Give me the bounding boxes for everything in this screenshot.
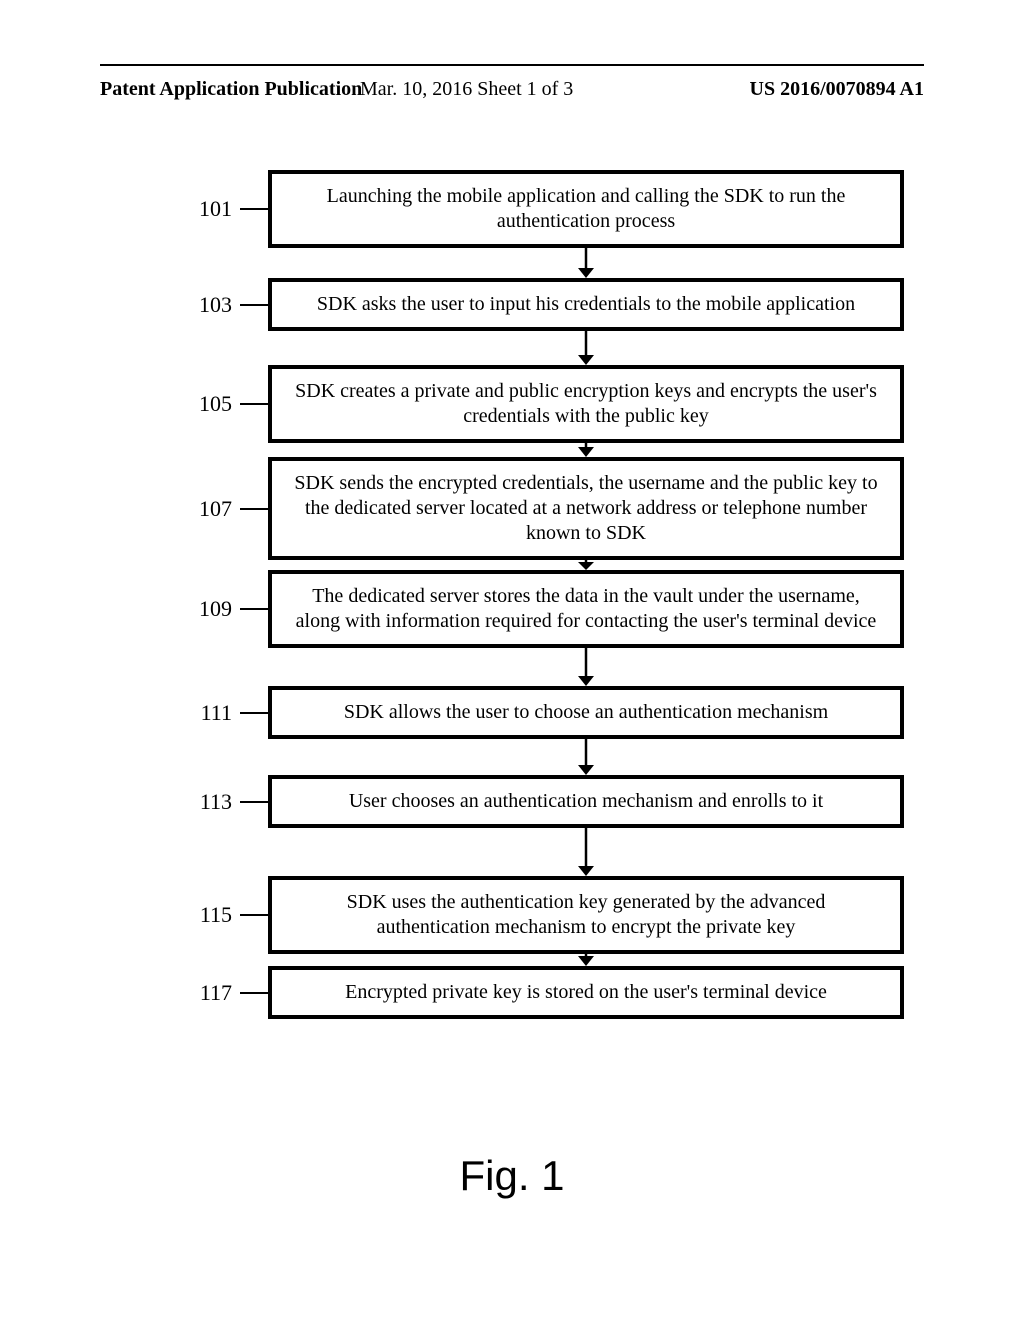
step-number: 107 [120,496,240,522]
flow-step: 107 SDK sends the encrypted credentials, … [120,457,904,560]
step-number: 105 [120,391,240,417]
flow-step: 115 SDK uses the authentication key gener… [120,876,904,954]
step-box: Launching the mobile application and cal… [268,170,904,248]
flow-arrow [120,954,904,966]
header-rule [100,64,924,66]
leader-line [240,208,268,210]
leader-line [240,608,268,610]
flow-arrow [120,248,904,278]
step-box: SDK allows the user to choose an authent… [268,686,904,739]
step-number: 113 [120,789,240,815]
page: Patent Application Publication Mar. 10, … [0,0,1024,1320]
flow-step: 109 The dedicated server stores the data … [120,570,904,648]
flow-step: 113 User chooses an authentication mechan… [120,775,904,828]
leader-line [240,403,268,405]
leader-line [240,801,268,803]
step-number: 109 [120,596,240,622]
step-number: 111 [120,700,240,726]
flow-arrow [120,739,904,775]
flow-arrow [120,560,904,570]
flow-arrow [120,828,904,876]
flow-step: 105 SDK creates a private and public encr… [120,365,904,443]
flow-arrow [120,331,904,365]
leader-line [240,508,268,510]
leader-line [240,304,268,306]
step-box: SDK creates a private and public encrypt… [268,365,904,443]
flow-step: 101 Launching the mobile application and … [120,170,904,248]
leader-line [240,914,268,916]
header-right: US 2016/0070894 A1 [750,78,924,101]
step-box: The dedicated server stores the data in … [268,570,904,648]
flow-step: 111 SDK allows the user to choose an auth… [120,686,904,739]
step-box: SDK uses the authentication key generate… [268,876,904,954]
step-number: 115 [120,902,240,928]
step-box: SDK sends the encrypted credentials, the… [268,457,904,560]
flow-step: 103 SDK asks the user to input his creden… [120,278,904,331]
step-box: SDK asks the user to input his credentia… [268,278,904,331]
figure-label: Fig. 1 [0,1152,1024,1200]
step-box: User chooses an authentication mechanism… [268,775,904,828]
step-number: 117 [120,980,240,1006]
step-box: Encrypted private key is stored on the u… [268,966,904,1019]
flowchart: 101 Launching the mobile application and … [120,170,904,1019]
step-number: 103 [120,292,240,318]
flow-arrow [120,443,904,457]
leader-line [240,712,268,714]
flow-arrow [120,648,904,686]
flow-step: 117 Encrypted private key is stored on th… [120,966,904,1019]
step-number: 101 [120,196,240,222]
leader-line [240,992,268,994]
header-mid: Mar. 10, 2016 Sheet 1 of 3 [360,78,573,101]
header-left: Patent Application Publication [100,78,362,101]
